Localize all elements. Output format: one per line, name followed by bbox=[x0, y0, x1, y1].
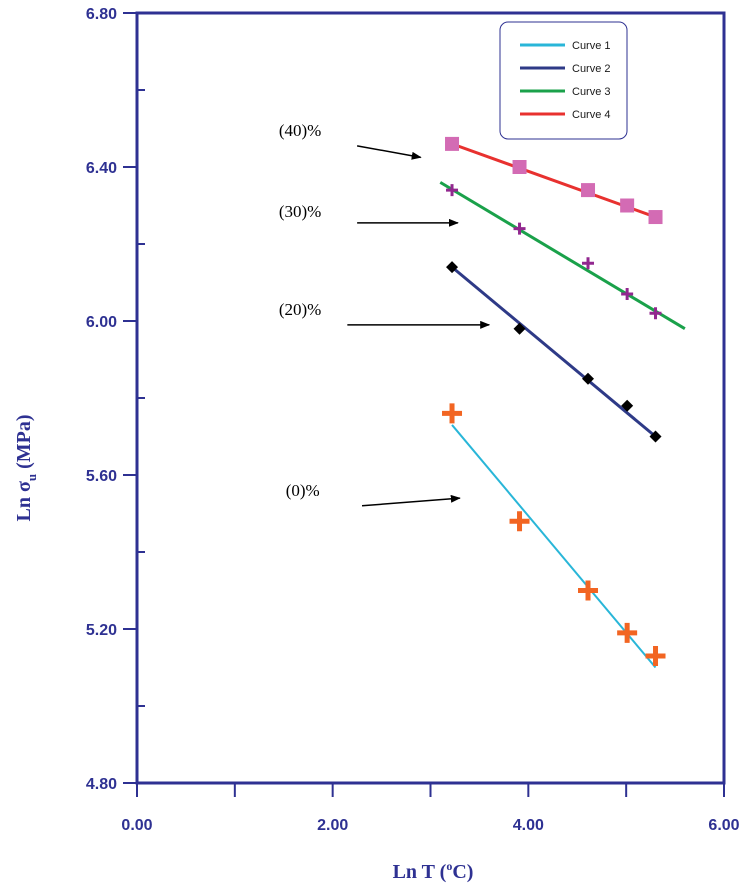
data-point-curve-4 bbox=[512, 160, 527, 174]
legend-label-3: Curve 3 bbox=[572, 86, 611, 98]
data-point-curve-3 bbox=[649, 307, 662, 320]
data-markers bbox=[442, 136, 666, 666]
legend-label-1: Curve 1 bbox=[572, 40, 611, 52]
data-point-curve-2 bbox=[582, 372, 595, 385]
annotations: (40)% (30)% (20)% (0)% bbox=[279, 121, 491, 507]
data-point-curve-1 bbox=[645, 645, 666, 666]
y-tick-label: 4.80 bbox=[86, 776, 117, 793]
data-point-curve-1 bbox=[509, 511, 530, 532]
data-point-curve-4 bbox=[581, 183, 596, 198]
data-point-curve-4 bbox=[445, 136, 460, 151]
x-axis-title: Ln T (oC) bbox=[393, 859, 474, 883]
data-point-curve-2 bbox=[621, 399, 634, 412]
annotation-arrow-4 bbox=[361, 494, 461, 507]
annotation-arrow-1 bbox=[356, 145, 422, 160]
annotation-label-2: (30)% bbox=[279, 202, 321, 221]
legend-box bbox=[499, 21, 628, 140]
x-tick-label: 2.00 bbox=[317, 817, 348, 834]
legend: Curve 1 Curve 2 Curve 3 Curve 4 bbox=[499, 21, 628, 140]
y-tick-label: 5.60 bbox=[86, 468, 117, 485]
legend-label-4: Curve 4 bbox=[572, 109, 611, 121]
data-point-curve-3 bbox=[582, 257, 595, 270]
fit-line-2 bbox=[451, 265, 657, 438]
axes: 0.00 2.00 4.00 6.00 4.80 5.20 5.60 6.00 6.40 6.80 bbox=[86, 6, 740, 834]
data-point-curve-3 bbox=[446, 184, 459, 197]
y-tick-label: 5.20 bbox=[86, 622, 117, 639]
data-point-curve-1 bbox=[578, 580, 599, 601]
plot-frame bbox=[135, 11, 726, 785]
y-tick-label: 6.00 bbox=[86, 314, 117, 331]
data-point-curve-2 bbox=[446, 261, 459, 274]
fit-line-3 bbox=[439, 181, 686, 330]
annotation-label-4: (0)% bbox=[286, 481, 320, 500]
annotation-label-1: (40)% bbox=[279, 121, 321, 140]
x-tick-label: 0.00 bbox=[121, 817, 152, 834]
data-point-curve-4 bbox=[648, 210, 663, 225]
fit-lines bbox=[439, 142, 686, 669]
data-point-curve-2 bbox=[513, 322, 526, 335]
data-point-curve-4 bbox=[620, 198, 635, 213]
data-point-curve-3 bbox=[621, 288, 634, 301]
fit-line-1 bbox=[451, 424, 657, 669]
y-axis-title: Ln σu (MPa) bbox=[13, 415, 39, 522]
data-point-curve-3 bbox=[513, 222, 526, 235]
y-tick-label: 6.40 bbox=[86, 160, 117, 177]
data-point-curve-1 bbox=[617, 622, 638, 643]
x-tick-label: 6.00 bbox=[708, 817, 739, 834]
annotation-label-3: (20)% bbox=[279, 300, 321, 319]
y-tick-label: 6.80 bbox=[86, 6, 117, 23]
data-point-curve-2 bbox=[649, 430, 662, 443]
data-point-curve-1 bbox=[442, 403, 463, 424]
legend-label-2: Curve 2 bbox=[572, 63, 611, 75]
x-tick-label: 4.00 bbox=[513, 817, 544, 834]
